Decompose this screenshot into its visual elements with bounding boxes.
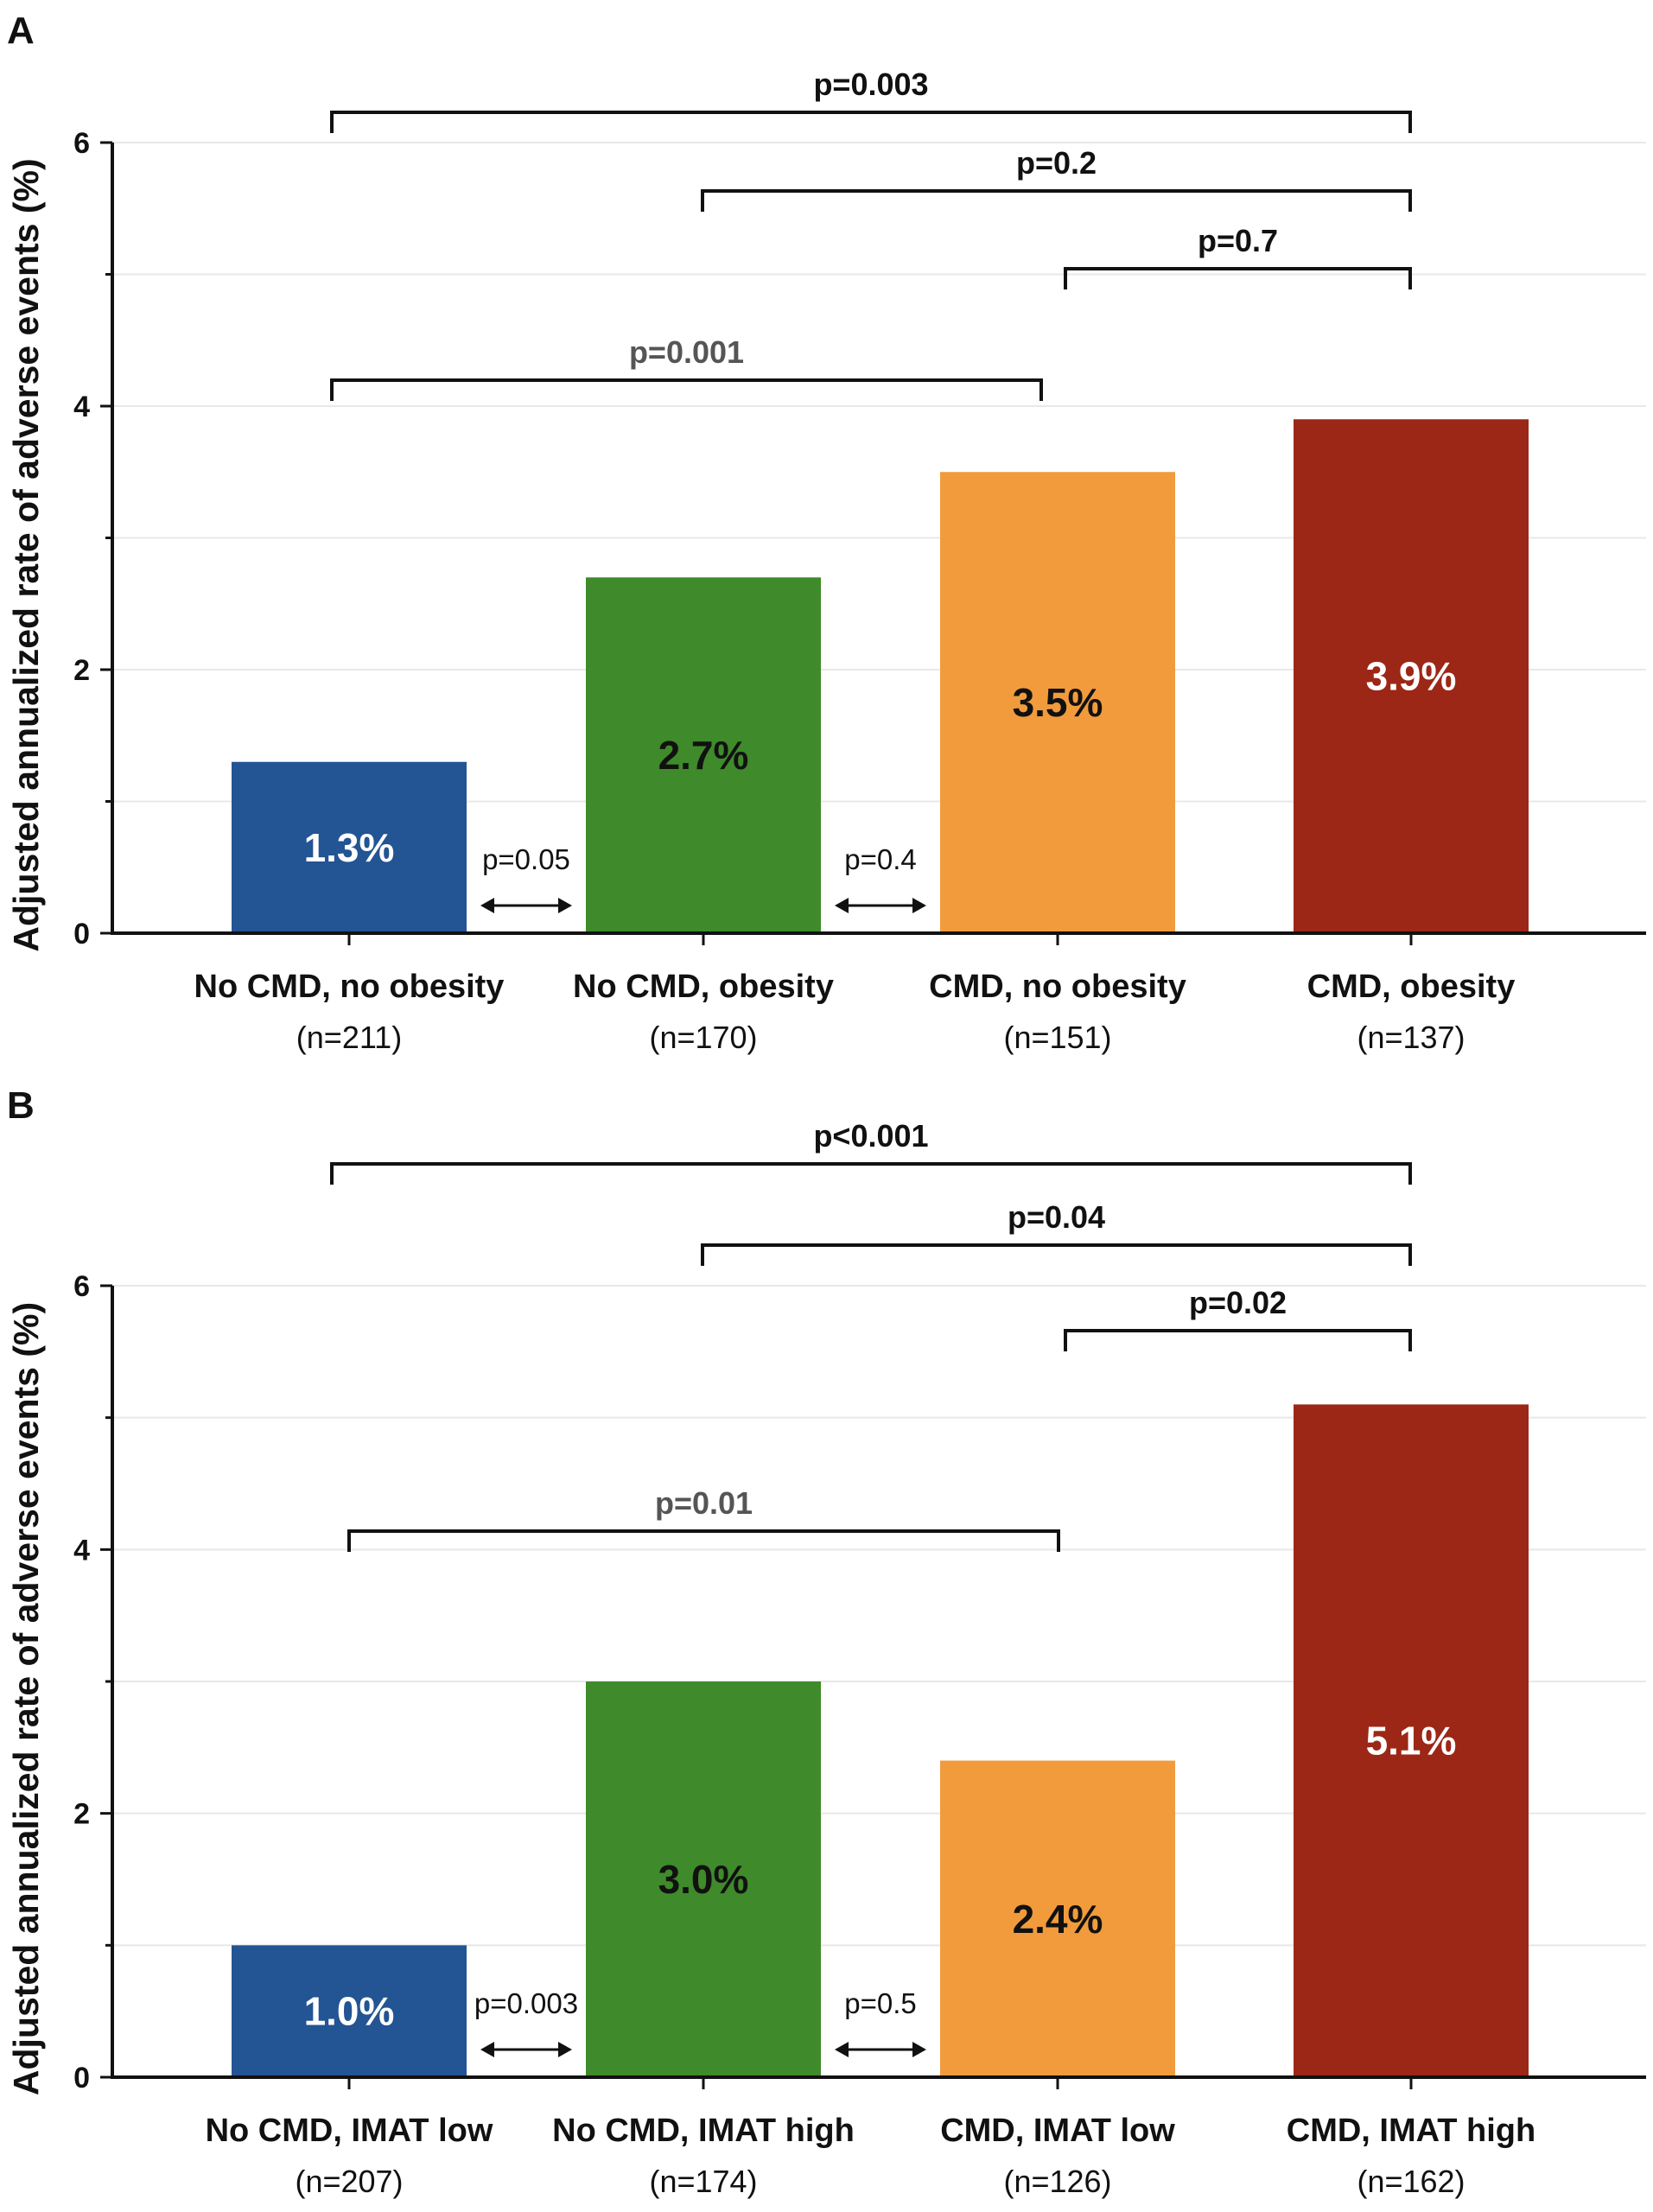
- panel-letter: B: [7, 1084, 35, 1127]
- adjacent-p-value: p=0.5: [844, 1987, 917, 2019]
- significance-bracket: [1064, 1329, 1412, 1351]
- x-category-label: No CMD, obesity: [573, 969, 834, 1005]
- y-tick-label: 2: [73, 654, 90, 687]
- x-category-count: (n=126): [1003, 2164, 1111, 2199]
- x-category-count: (n=211): [296, 1020, 402, 1055]
- x-category-count: (n=174): [649, 2164, 757, 2199]
- bar-4: [1294, 1404, 1529, 2077]
- significance-p-value: p=0.2: [1016, 145, 1097, 181]
- significance-p-value: p=0.04: [1008, 1199, 1105, 1235]
- y-tick-label: 4: [73, 1534, 90, 1567]
- panel-letter: A: [7, 10, 35, 52]
- arrowhead-right: [558, 898, 572, 913]
- y-tick-label: 2: [73, 1798, 90, 1831]
- significance-bracket: [701, 189, 1412, 212]
- arrowhead-left: [835, 898, 849, 913]
- significance-bracket: [330, 111, 1412, 133]
- significance-bracket: [330, 378, 1043, 401]
- x-category-count: (n=162): [1357, 2164, 1465, 2199]
- y-tick-label: 0: [73, 2062, 90, 2094]
- bar-value-label: 2.7%: [658, 733, 749, 778]
- arrowhead-right: [912, 2042, 926, 2057]
- bar-value-label: 3.0%: [658, 1857, 749, 1902]
- x-category-label: No CMD, IMAT low: [206, 2113, 493, 2149]
- y-tick-label: 0: [73, 918, 90, 950]
- arrowhead-right: [558, 2042, 572, 2057]
- arrowhead-right: [912, 898, 926, 913]
- significance-p-value: p=0.01: [655, 1485, 753, 1521]
- significance-p-value: p=0.02: [1189, 1285, 1287, 1320]
- x-category-count: (n=137): [1357, 1020, 1465, 1055]
- bar-1: [232, 1945, 467, 2077]
- y-axis-label: Adjusted annualized rate of adverse even…: [6, 1302, 46, 2095]
- adjacent-p-value: p=0.003: [474, 1987, 578, 2019]
- bar-value-label: 1.0%: [304, 1989, 395, 2034]
- y-tick-label: 6: [73, 1270, 90, 1303]
- adjacent-p-value: p=0.4: [844, 843, 917, 875]
- bar-1: [232, 761, 467, 933]
- bar-value-label: 5.1%: [1366, 1719, 1457, 1764]
- adjacent-p-value: p=0.05: [482, 843, 570, 875]
- bar-2: [586, 577, 821, 933]
- x-category-label: No CMD, IMAT high: [552, 2113, 855, 2149]
- bar-3: [940, 472, 1175, 933]
- significance-bracket: [330, 1162, 1412, 1185]
- significance-p-value: p<0.001: [813, 1118, 928, 1154]
- significance-bracket: [347, 1529, 1060, 1552]
- bar-2: [586, 1681, 821, 2077]
- x-category-label: CMD, obesity: [1307, 969, 1516, 1005]
- bar-value-label: 3.9%: [1366, 654, 1457, 699]
- y-tick-label: 4: [73, 391, 90, 423]
- bar-3: [940, 1760, 1175, 2077]
- y-axis-label: Adjusted annualized rate of adverse even…: [6, 158, 46, 951]
- arrowhead-left: [480, 898, 494, 913]
- x-category-label: CMD, no obesity: [929, 969, 1186, 1005]
- y-tick-label: 6: [73, 127, 90, 160]
- x-category-label: No CMD, no obesity: [194, 969, 505, 1005]
- significance-p-value: p=0.001: [629, 334, 744, 370]
- x-category-label: CMD, IMAT high: [1287, 2113, 1535, 2149]
- arrowhead-left: [480, 2042, 494, 2057]
- bar-4: [1294, 419, 1529, 933]
- x-category-count: (n=170): [649, 1020, 757, 1055]
- panel-b: B Adjusted annualized rate of adverse eve…: [6, 1084, 1646, 2199]
- arrowhead-left: [835, 2042, 849, 2057]
- x-category-count: (n=151): [1003, 1020, 1111, 1055]
- significance-bracket: [1064, 267, 1412, 289]
- significance-bracket: [701, 1243, 1412, 1266]
- bar-value-label: 3.5%: [1013, 680, 1103, 725]
- significance-p-value: p=0.003: [813, 67, 928, 102]
- x-category-count: (n=207): [295, 2164, 403, 2199]
- bar-value-label: 1.3%: [304, 825, 395, 870]
- significance-p-value: p=0.7: [1198, 223, 1278, 258]
- bar-value-label: 2.4%: [1013, 1897, 1103, 1942]
- panel-a: A Adjusted annualized rate of adverse eve…: [6, 10, 1646, 1055]
- x-category-label: CMD, IMAT low: [940, 2113, 1175, 2149]
